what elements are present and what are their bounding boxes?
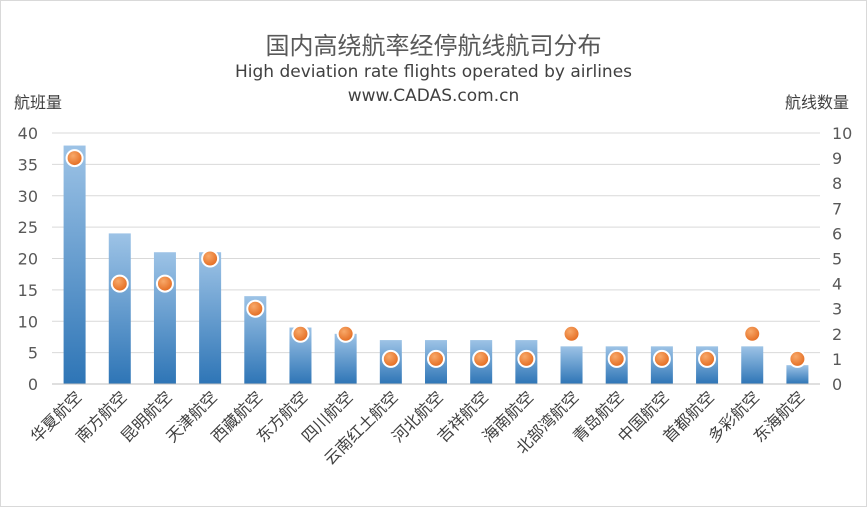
route-count-point [607, 349, 626, 368]
y-tick-label-right: 2 [832, 325, 842, 344]
bar [786, 365, 809, 384]
y-tick-label-right: 6 [832, 224, 842, 243]
y-tick-label-left: 15 [18, 281, 38, 300]
y-tick-label-right: 4 [832, 275, 842, 294]
y-tick-label-left: 5 [28, 344, 38, 363]
route-count-point [698, 349, 717, 368]
y-tick-label-left: 35 [18, 155, 38, 174]
route-count-point [427, 349, 445, 368]
y-tick-label-left: 0 [28, 375, 38, 394]
route-count-point [788, 349, 807, 368]
route-count-point [336, 324, 355, 343]
y-tick-label-right: 8 [832, 174, 842, 193]
y-tick-label-left: 10 [18, 312, 38, 331]
bar [289, 327, 312, 384]
y-tick-label-right: 9 [832, 149, 842, 168]
y-tick-label-left: 40 [18, 124, 38, 143]
route-count-point [201, 249, 220, 268]
route-count-point [652, 349, 671, 368]
bar [153, 252, 176, 384]
route-count-point [743, 324, 762, 343]
y-tick-label-left: 30 [18, 187, 38, 206]
route-count-point [155, 274, 174, 293]
y-tick-label-right: 1 [832, 350, 842, 369]
y-tick-label-left: 20 [18, 250, 38, 269]
chart-title: 国内高绕航率经停航线航司分布 [265, 32, 602, 60]
chart-subtitle: High deviation rate flights operated by … [234, 62, 633, 82]
left-axis-title: 航班量 [14, 93, 63, 112]
route-count-point [472, 349, 491, 368]
bar [108, 233, 131, 384]
chart-source: www.CADAS.com.cn [347, 86, 520, 106]
bar [63, 145, 86, 384]
bar [560, 346, 583, 384]
y-tick-label-right: 3 [832, 300, 842, 319]
y-tick-label-right: 5 [832, 250, 842, 269]
route-count-point [65, 149, 84, 168]
route-count-point [562, 324, 581, 343]
route-count-point [517, 349, 536, 368]
y-tick-label-left: 25 [18, 218, 38, 237]
y-tick-label-right: 7 [832, 199, 842, 218]
route-count-point [381, 349, 400, 368]
bar [334, 333, 357, 384]
route-count-point [291, 324, 310, 343]
bar [741, 346, 764, 384]
route-count-point [110, 274, 129, 293]
right-axis-title: 航线数量 [784, 93, 849, 112]
y-tick-label-right: 10 [832, 124, 852, 143]
bar [199, 252, 222, 384]
y-tick-label-right: 0 [832, 375, 842, 394]
route-count-point [246, 299, 265, 318]
bar [244, 296, 267, 384]
